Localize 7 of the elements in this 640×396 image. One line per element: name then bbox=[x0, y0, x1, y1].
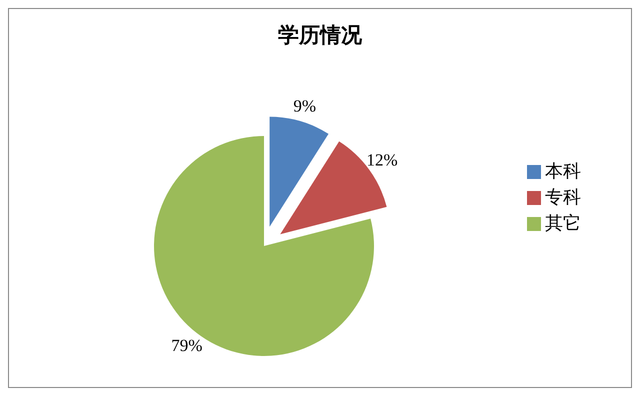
data-label: 12% bbox=[366, 150, 398, 170]
data-label: 79% bbox=[171, 336, 202, 356]
legend-label: 专科 bbox=[545, 187, 581, 208]
chart-title: 学历情况 bbox=[277, 22, 363, 49]
legend-label: 其它 bbox=[545, 213, 581, 234]
legend-label: 本科 bbox=[545, 161, 581, 182]
data-label: 9% bbox=[293, 96, 316, 116]
